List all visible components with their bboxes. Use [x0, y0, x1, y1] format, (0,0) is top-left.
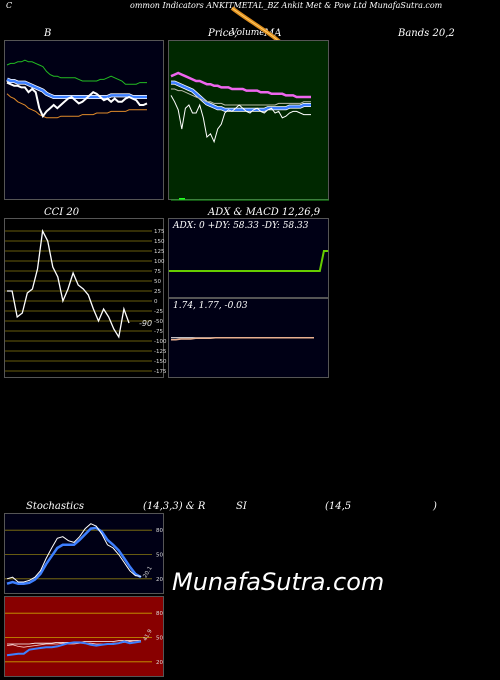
- watermark: MunafaSutra.com: [172, 568, 385, 596]
- rsi-tick-label: 20: [156, 660, 163, 666]
- cci-tick-label: 75: [154, 269, 161, 275]
- stoch-d-line: [6, 526, 142, 585]
- adx-panel: ADX: 0 +DY: 58.33 -DY: 58.33: [168, 218, 329, 298]
- cci-tick-label: 175: [154, 229, 165, 235]
- stoch-k-line: [6, 523, 142, 583]
- macd-text: 1.74, 1.77, -0.03: [173, 301, 248, 311]
- rsi-tick-label: 50: [156, 636, 163, 642]
- macd-panel: 1.74, 1.77, -0.03: [168, 298, 329, 378]
- price-ma-chart: [170, 71, 329, 201]
- label-volume: Volume: [231, 28, 265, 38]
- cci-tick-label: 100: [154, 259, 165, 265]
- label-price: Price,: [208, 28, 238, 39]
- stoch-tick-label: 50: [156, 553, 163, 559]
- macd-line: [171, 336, 314, 341]
- label-paren: ): [433, 501, 437, 512]
- cci-tick-label: -150: [154, 359, 167, 365]
- cci-chart: 175 150 125 100 75 50 25 0 -25 -50 -75 -100 -125 -150…: [5, 228, 167, 375]
- price-line: [6, 81, 148, 119]
- adx-chart: ADX: 0 +DY: 58.33 -DY: 58.33: [169, 221, 328, 272]
- cci-tick-label: -100: [154, 339, 167, 345]
- stoch-tick-label: 80: [156, 528, 163, 534]
- label-rsi-params: (14,5: [325, 501, 352, 512]
- ma-short-line: [171, 88, 311, 106]
- rsi-last-label: 41.9: [142, 628, 154, 642]
- rsi-tick-label: 80: [156, 611, 163, 617]
- volume-bar: [179, 198, 185, 200]
- rsi-panel: 80 50 20 41.9: [4, 596, 164, 677]
- header-title: ommon Indicators ANKITMETAL_BZ Ankit Met…: [130, 1, 443, 10]
- stoch-last-label: 20.1: [142, 566, 153, 580]
- macd-chart: 1.74, 1.77, -0.03: [171, 301, 314, 341]
- cci-panel: 175 150 125 100 75 50 25 0 -25 -50 -75 -100 -125 -150…: [4, 218, 167, 378]
- cci-last-label: -90: [139, 319, 152, 328]
- label-si: SI: [236, 501, 247, 512]
- stoch-tick-label: 20: [156, 577, 163, 583]
- label-cci: CCI 20: [44, 207, 80, 218]
- label-bands: Bands 20,2: [398, 28, 455, 39]
- cci-tick-label: -50: [154, 319, 163, 325]
- label-b: B: [44, 28, 52, 39]
- label-ma: MA: [264, 28, 282, 39]
- ma-long-line: [170, 71, 311, 99]
- label-stoch: Stochastics: [26, 501, 84, 512]
- adx-line: [169, 250, 328, 272]
- cci-tick-label: 125: [154, 249, 165, 255]
- label-adx: ADX & MACD 12,26,9: [208, 207, 321, 218]
- header-c: C: [6, 1, 13, 10]
- cci-tick-label: 150: [154, 239, 165, 245]
- cci-tick-label: -25: [154, 309, 163, 315]
- rsi-main-line: [6, 640, 142, 657]
- bollinger-chart: [6, 59, 148, 119]
- middle-band-line: [6, 78, 147, 99]
- ma-mid-line: [171, 81, 311, 112]
- cci-tick-label: -75: [154, 329, 163, 335]
- cci-tick-label: -175: [154, 369, 167, 375]
- stochastics-panel: 80 50 20 20.1: [4, 513, 164, 594]
- cci-tick-label: 0: [154, 299, 158, 305]
- label-stoch-params: (14,3,3) & R: [143, 501, 206, 512]
- bollinger-panel: [4, 40, 164, 200]
- cci-tick-label: 50: [154, 279, 161, 285]
- cci-tick-label: -125: [154, 349, 167, 355]
- price-ma-panel: [168, 40, 329, 201]
- lower-band-line: [6, 93, 147, 119]
- rsi-chart: 80 50 20 41.9: [5, 611, 163, 666]
- adx-text: ADX: 0 +DY: 58.33 -DY: 58.33: [172, 221, 309, 231]
- close-price-line: [170, 95, 311, 144]
- cci-line: [7, 228, 130, 339]
- upper-band-line: [6, 59, 147, 85]
- cci-tick-label: 25: [154, 289, 161, 295]
